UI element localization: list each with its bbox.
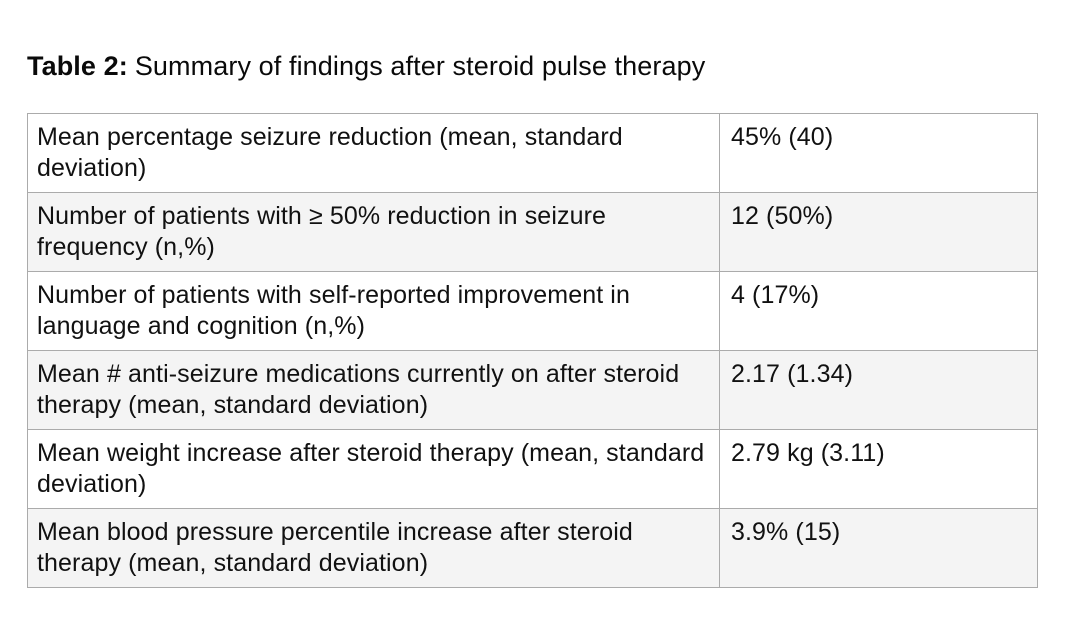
table-caption-number: Table 2:	[27, 51, 128, 81]
table-row: Mean weight increase after steroid thera…	[27, 429, 1038, 509]
finding-label-cell: Mean percentage seizure reduction (mean,…	[27, 113, 720, 193]
finding-value-cell: 2.17 (1.34)	[719, 350, 1038, 430]
finding-label-cell: Mean # anti-seizure medications currentl…	[27, 350, 720, 430]
findings-table: Mean percentage seizure reduction (mean,…	[27, 113, 1038, 588]
table-row: Number of patients with ≥ 50% reduction …	[27, 192, 1038, 272]
table-caption: Table 2: Summary of findings after steroi…	[27, 49, 1043, 83]
table-row: Mean # anti-seizure medications currentl…	[27, 350, 1038, 430]
finding-value-cell: 12 (50%)	[719, 192, 1038, 272]
table-caption-text: Summary of findings after steroid pulse …	[134, 51, 706, 81]
finding-value-cell: 3.9% (15)	[719, 508, 1038, 588]
finding-value-cell: 2.79 kg (3.11)	[719, 429, 1038, 509]
finding-label-cell: Number of patients with ≥ 50% reduction …	[27, 192, 720, 272]
table-row: Mean blood pressure percentile increase …	[27, 508, 1038, 588]
finding-label-cell: Number of patients with self-reported im…	[27, 271, 720, 351]
finding-label-cell: Mean weight increase after steroid thera…	[27, 429, 720, 509]
finding-value-cell: 4 (17%)	[719, 271, 1038, 351]
finding-value-cell: 45% (40)	[719, 113, 1038, 193]
table-row: Mean percentage seizure reduction (mean,…	[27, 113, 1038, 193]
finding-label-cell: Mean blood pressure percentile increase …	[27, 508, 720, 588]
table-row: Number of patients with self-reported im…	[27, 271, 1038, 351]
